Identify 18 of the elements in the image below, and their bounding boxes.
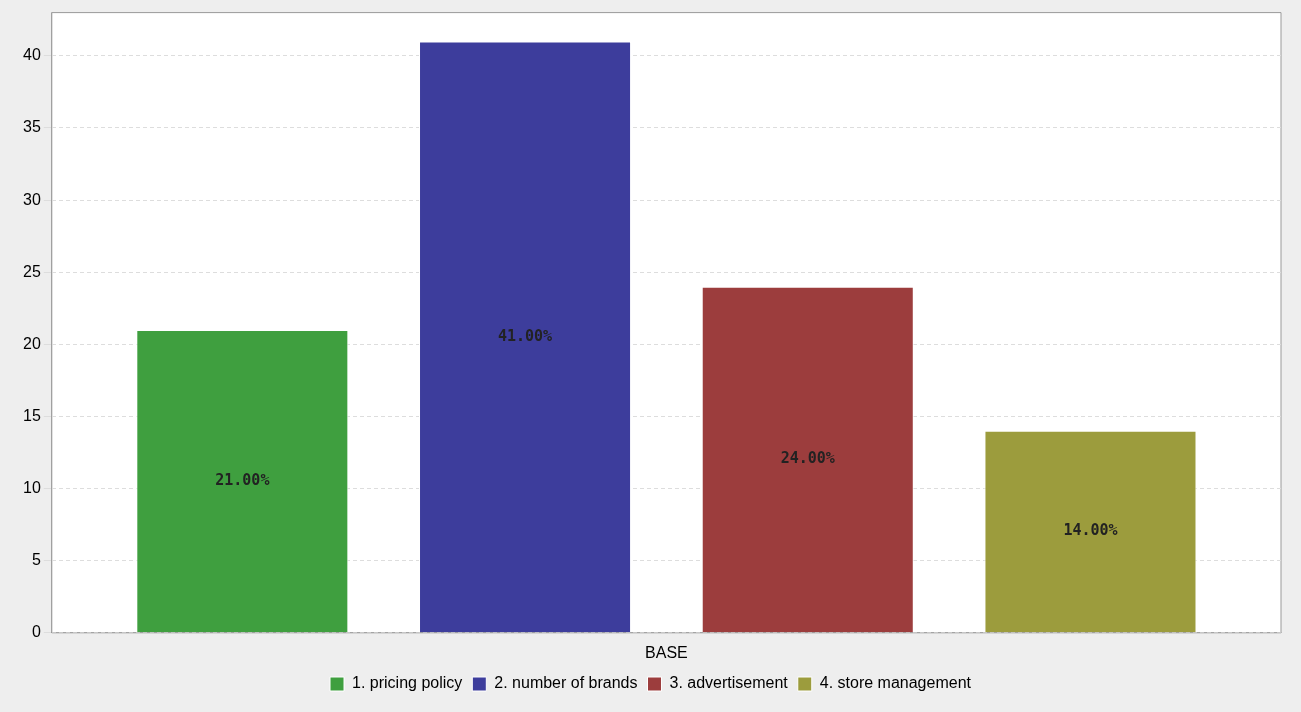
legend-label: 1. pricing policy <box>352 674 463 692</box>
data-label: 41.00% <box>497 326 553 345</box>
y-tick-label: 5 <box>31 551 41 569</box>
data-label: 21.00% <box>215 471 270 489</box>
y-tick-label: 10 <box>23 478 41 496</box>
y-tick-label: 30 <box>23 190 41 208</box>
legend-label: 2. number of brands <box>494 674 638 692</box>
data-label: 14.00% <box>1063 521 1118 540</box>
y-tick-label: 0 <box>31 623 41 641</box>
y-tick-label: 15 <box>23 406 41 424</box>
x-tick-label: BASE <box>645 643 688 661</box>
y-tick-label: 40 <box>23 46 41 64</box>
legend-label: 3. advertisement <box>669 674 789 692</box>
y-tick-label: 25 <box>23 262 41 280</box>
legend-label: 4. store management <box>819 674 972 692</box>
data-label: 24.00% <box>780 449 835 468</box>
y-tick-label: 20 <box>23 334 41 352</box>
y-tick-label: 35 <box>23 118 41 136</box>
